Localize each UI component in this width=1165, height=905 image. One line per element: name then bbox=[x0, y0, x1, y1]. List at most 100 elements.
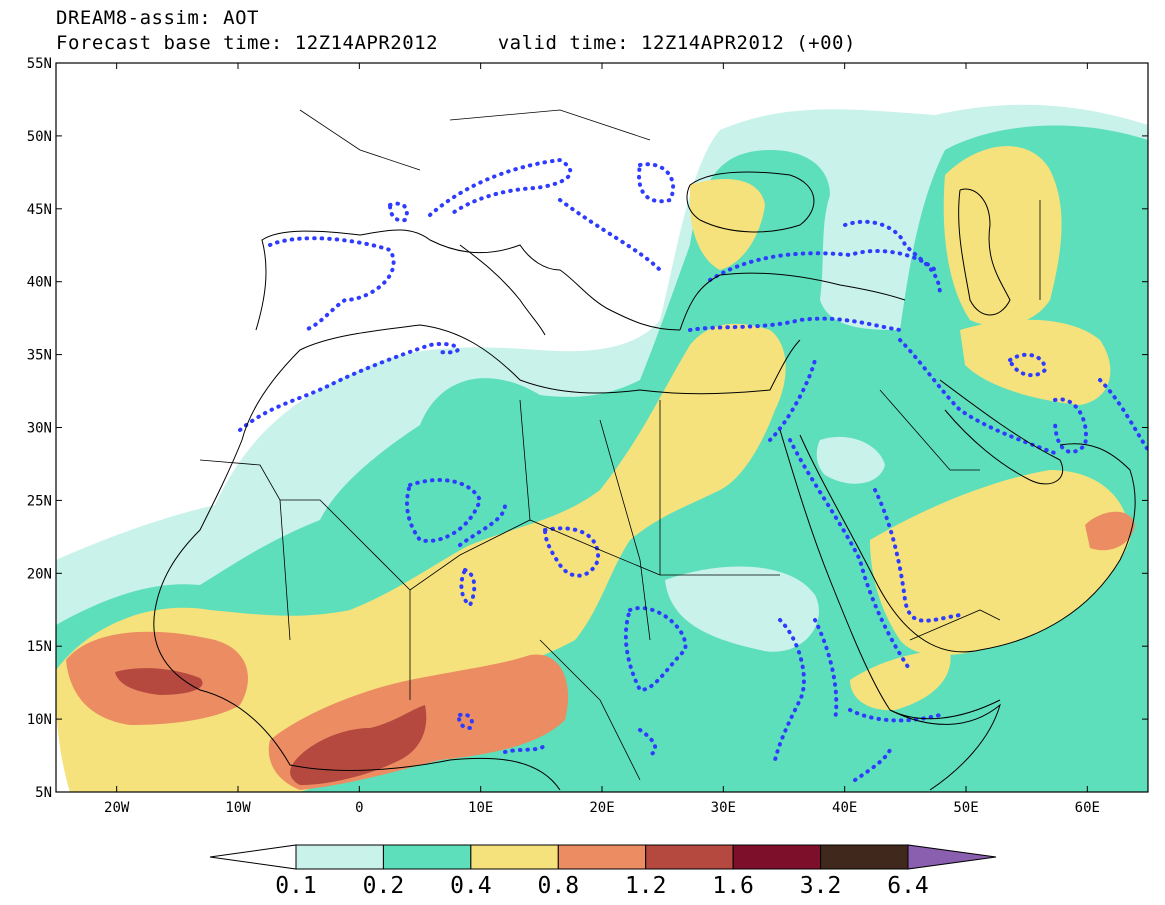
lat-label: 15N bbox=[27, 639, 52, 655]
contour-line bbox=[388, 201, 409, 223]
lon-label: 10W bbox=[225, 800, 251, 816]
contour-line bbox=[788, 438, 912, 672]
contour-line bbox=[238, 342, 461, 432]
lon-label: 0 bbox=[355, 800, 363, 816]
contour-line bbox=[503, 743, 547, 754]
colorbar-tick-label: 0.4 bbox=[450, 873, 492, 899]
aot-band-0.1-patch bbox=[816, 436, 885, 484]
aot-band-0.8-arabia bbox=[1085, 511, 1135, 551]
aot-band-0.4-black-sea bbox=[690, 179, 765, 270]
contour-line bbox=[898, 338, 1062, 457]
colorbar-tick-label: 0.1 bbox=[275, 873, 317, 899]
colorbar-tick-label: 0.2 bbox=[363, 873, 405, 899]
colorbar-tick-label: 0.8 bbox=[538, 873, 580, 899]
contour-line bbox=[558, 198, 662, 272]
colorbar-arrow-low bbox=[209, 844, 297, 870]
coastline-caspian bbox=[958, 188, 1011, 316]
coastline-red-sea bbox=[779, 429, 1001, 720]
border-line bbox=[659, 400, 780, 576]
coastline-persian-gulf bbox=[939, 379, 1064, 485]
aot-band-0.4-arabia bbox=[870, 470, 1130, 656]
coastline-italy bbox=[459, 244, 546, 336]
border-line bbox=[449, 109, 651, 141]
contour-line bbox=[853, 748, 892, 782]
lat-label: 45N bbox=[27, 202, 52, 218]
contour-line bbox=[268, 236, 396, 332]
longitude-axis: 20W 10W 0 10E 20E 30E 40E 50E 60E bbox=[104, 63, 1100, 816]
lat-label: 35N bbox=[27, 348, 52, 364]
aot-band-0.4-caspian bbox=[943, 146, 1062, 326]
contour-line bbox=[843, 219, 942, 297]
lon-label: 20E bbox=[589, 800, 614, 816]
lat-label: 40N bbox=[27, 275, 52, 291]
border-line bbox=[909, 609, 1001, 641]
lon-label: 40E bbox=[832, 800, 857, 816]
colorbar-tick-label: 1.2 bbox=[625, 873, 667, 899]
coastline-anatolia bbox=[679, 272, 906, 331]
contour-line bbox=[708, 248, 937, 282]
colorbar-segment bbox=[295, 844, 384, 870]
borders bbox=[199, 109, 1041, 781]
coastline-arabia bbox=[799, 434, 1136, 653]
contour-line bbox=[623, 606, 688, 693]
contour-line bbox=[543, 526, 601, 578]
lon-label: 60E bbox=[1075, 800, 1100, 816]
border-line bbox=[299, 109, 421, 171]
coastline-north-africa bbox=[241, 324, 801, 441]
lat-label: 20N bbox=[27, 566, 52, 582]
lat-label: 50N bbox=[27, 129, 52, 145]
aot-filled-contours bbox=[56, 104, 1148, 792]
aot-band-1.2-central bbox=[290, 705, 427, 785]
coastline-west-africa bbox=[153, 439, 561, 791]
contour-line bbox=[848, 708, 942, 723]
lon-label: 20W bbox=[104, 800, 130, 816]
aot-band-1.2-west bbox=[115, 668, 203, 695]
colorbar-segment bbox=[557, 844, 647, 870]
lat-label: 25N bbox=[27, 493, 52, 509]
colorbar-segment bbox=[470, 844, 559, 870]
colorbar: 0.1 0.2 0.4 0.8 1.2 1.6 3.2 6.4 bbox=[209, 844, 997, 899]
lat-label: 5N bbox=[35, 785, 52, 801]
contour-line bbox=[1053, 397, 1088, 454]
contour-line bbox=[459, 568, 477, 608]
latitude-axis: 55N 50N 45N 40N 35N 30N 25N 20N 15N 10N 5N bbox=[27, 56, 1148, 801]
contour-line bbox=[428, 157, 573, 217]
aot-band-0.4-iran bbox=[960, 319, 1111, 405]
contour-line bbox=[405, 478, 483, 543]
dust-contours bbox=[238, 157, 1148, 782]
contour-line bbox=[457, 712, 474, 731]
contour-line bbox=[458, 503, 507, 547]
coastlines bbox=[153, 171, 1136, 791]
border-line bbox=[599, 419, 651, 641]
coastline-horn-africa bbox=[889, 703, 1001, 791]
colorbar-tick-label: 3.2 bbox=[800, 873, 842, 899]
colorbar-arrow-high bbox=[907, 844, 997, 870]
colorbar-segment bbox=[645, 844, 734, 870]
border-line bbox=[280, 499, 661, 591]
contour-line bbox=[813, 618, 839, 722]
contour-line bbox=[638, 728, 658, 757]
colorbar-segment bbox=[382, 844, 472, 870]
border-line bbox=[539, 639, 641, 781]
contour-line bbox=[1008, 352, 1048, 378]
aot-band-0.4-gulf-aden bbox=[850, 650, 951, 711]
chart-title: DREAM8-assim: AOT bbox=[56, 7, 259, 29]
forecast-time-line: Forecast base time: 12Z14APR2012 valid t… bbox=[56, 32, 856, 54]
border-line bbox=[199, 459, 291, 641]
contour-line bbox=[873, 488, 962, 623]
contour-line bbox=[768, 358, 817, 442]
lon-label: 10E bbox=[468, 800, 493, 816]
lat-label: 30N bbox=[27, 421, 52, 437]
colorbar-tick-label: 6.4 bbox=[887, 873, 929, 899]
lon-label: 50E bbox=[953, 800, 978, 816]
coastline-europe bbox=[255, 229, 681, 331]
aot-band-0.1-patch bbox=[665, 566, 819, 652]
contour-line bbox=[637, 162, 676, 204]
lat-label: 10N bbox=[27, 712, 52, 728]
border-line bbox=[879, 389, 980, 471]
contour-line bbox=[1098, 378, 1148, 452]
colorbar-tick-label: 1.6 bbox=[712, 873, 754, 899]
contour-line bbox=[688, 316, 902, 332]
coastline-black-sea bbox=[686, 171, 815, 233]
